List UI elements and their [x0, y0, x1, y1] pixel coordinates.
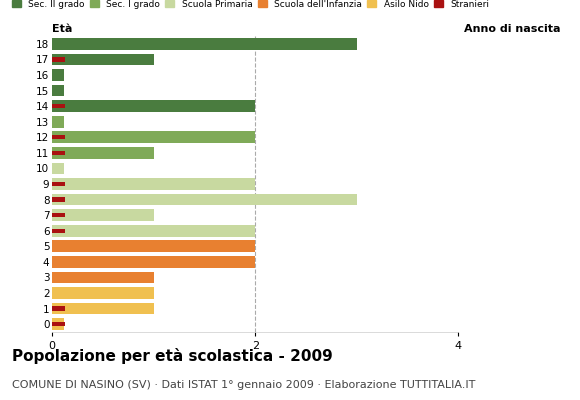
Text: COMUNE DI NASINO (SV) · Dati ISTAT 1° gennaio 2009 · Elaborazione TUTTITALIA.IT: COMUNE DI NASINO (SV) · Dati ISTAT 1° ge…: [12, 380, 475, 390]
Bar: [52, 104, 66, 108]
Bar: [52, 240, 255, 252]
Bar: [52, 306, 66, 311]
Bar: [52, 100, 255, 112]
Bar: [52, 178, 255, 190]
Bar: [52, 318, 64, 330]
Legend: Sec. II grado, Sec. I grado, Scuola Primaria, Scuola dell'Infanzia, Asilo Nido, : Sec. II grado, Sec. I grado, Scuola Prim…: [12, 0, 489, 9]
Bar: [52, 116, 64, 128]
Text: Età: Età: [52, 24, 72, 34]
Bar: [52, 322, 66, 326]
Bar: [52, 147, 154, 159]
Bar: [52, 162, 64, 174]
Bar: [52, 303, 154, 314]
Bar: [52, 38, 357, 50]
Text: Popolazione per età scolastica - 2009: Popolazione per età scolastica - 2009: [12, 348, 332, 364]
Bar: [52, 69, 64, 81]
Text: Anno di nascita: Anno di nascita: [464, 24, 560, 34]
Bar: [52, 287, 154, 299]
Bar: [52, 213, 66, 217]
Bar: [52, 194, 357, 206]
Bar: [52, 182, 66, 186]
Bar: [52, 228, 66, 233]
Bar: [52, 225, 255, 236]
Bar: [52, 272, 154, 283]
Bar: [52, 151, 66, 155]
Bar: [52, 209, 154, 221]
Bar: [52, 197, 66, 202]
Bar: [52, 135, 66, 140]
Bar: [52, 132, 255, 143]
Bar: [52, 54, 154, 65]
Bar: [52, 85, 64, 96]
Bar: [52, 57, 66, 62]
Bar: [52, 256, 255, 268]
